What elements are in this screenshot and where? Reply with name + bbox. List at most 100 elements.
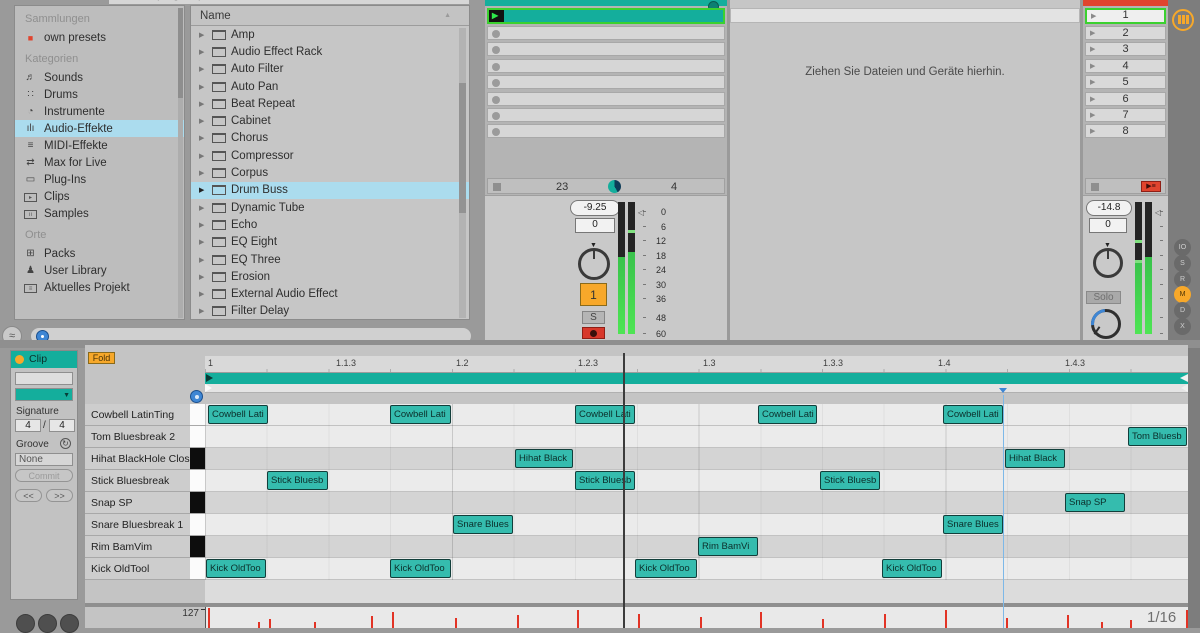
expand-triangle-icon[interactable]: ▶	[199, 118, 205, 126]
device-row[interactable]: ▶ Compressor	[191, 147, 469, 164]
end-marker-icon[interactable]	[1181, 384, 1188, 392]
groove-value-field[interactable]: None	[15, 453, 73, 466]
expand-triangle-icon[interactable]: ▶	[199, 135, 205, 143]
solo-button[interactable]: S	[582, 311, 605, 324]
velocity-stem[interactable]	[314, 622, 316, 628]
scene-play-icon[interactable]: ▶	[1090, 112, 1096, 119]
grid-row[interactable]	[205, 404, 1188, 426]
master-pan-knob[interactable]: ▼	[1093, 242, 1123, 278]
sidebar-item-packs[interactable]: ⊞ Packs	[15, 245, 184, 262]
midi-note[interactable]: Hihat Black	[1005, 449, 1065, 468]
midi-note[interactable]: Tom Bluesb	[1128, 427, 1187, 446]
velocity-stem[interactable]	[945, 610, 947, 628]
sidebar-item-user-library[interactable]: ♟ User Library	[15, 262, 184, 279]
midi-note[interactable]: Hihat Black	[515, 449, 573, 468]
midi-note[interactable]: Cowbell Lati	[943, 405, 1003, 424]
toggle-x[interactable]: X	[1174, 318, 1191, 335]
expand-triangle-icon[interactable]: ▶	[199, 48, 205, 56]
drum-row-label[interactable]: Cowbell LatinTing	[85, 404, 190, 426]
midi-note[interactable]: Snap SP	[1065, 493, 1125, 512]
drum-row-label[interactable]: Rim BamVim	[85, 536, 190, 558]
note-tab-circle[interactable]	[60, 614, 79, 633]
sidebar-item-own-presets[interactable]: ■ own presets	[15, 29, 184, 46]
key-cell[interactable]	[190, 470, 205, 492]
signature-numerator[interactable]: 4	[15, 419, 41, 432]
expand-triangle-icon[interactable]: ▶	[199, 100, 205, 108]
toggle-m[interactable]: M	[1174, 286, 1191, 304]
scene-4[interactable]: ▶ 4	[1085, 58, 1166, 73]
device-list-header[interactable]: Name ▲	[191, 6, 469, 26]
expand-triangle-icon[interactable]: ▶	[199, 83, 205, 91]
velocity-stem[interactable]	[700, 617, 702, 628]
scene-play-icon[interactable]: ▶	[1090, 128, 1096, 136]
expand-triangle-icon[interactable]: ▶	[199, 291, 205, 299]
velocity-stem[interactable]	[392, 612, 394, 628]
empty-clip-slot[interactable]	[487, 75, 725, 90]
device-row[interactable]: ▶ Amp	[191, 26, 469, 43]
drum-row-label[interactable]: Kick OldTool	[85, 558, 190, 580]
marker-row[interactable]	[205, 384, 1188, 393]
toggle-r[interactable]: R	[1174, 270, 1191, 288]
browser-search-input[interactable]: Suchen (Strg + F)	[108, 0, 470, 5]
cue-volume-knob[interactable]	[1084, 302, 1127, 345]
velocity-stem[interactable]	[517, 615, 519, 628]
empty-clip-slot[interactable]	[487, 108, 725, 122]
drum-row-label[interactable]: Snare Bluesbreak 1	[85, 514, 190, 536]
track-title-bar[interactable]	[485, 0, 727, 12]
device-row[interactable]: ▶ Corpus	[191, 164, 469, 181]
velocity-stem[interactable]	[455, 618, 457, 628]
arm-record-button[interactable]	[582, 327, 605, 339]
key-cell[interactable]	[190, 558, 205, 580]
velocity-stem[interactable]	[208, 608, 210, 628]
device-row[interactable]: ▶ Audio Effect Rack	[191, 43, 469, 60]
velocity-stem[interactable]	[258, 622, 260, 628]
browser-scrollbar[interactable]	[178, 8, 183, 318]
grid-row[interactable]	[205, 492, 1188, 514]
start-marker-icon[interactable]	[205, 384, 212, 392]
scene-play-icon[interactable]: ▶	[1090, 46, 1096, 54]
velocity-divider[interactable]	[85, 603, 1188, 607]
pan-field[interactable]: 0	[575, 218, 615, 233]
midi-note[interactable]: Cowbell Lati	[758, 405, 817, 424]
expand-triangle-icon[interactable]: ▶	[199, 170, 205, 178]
midi-note[interactable]: Snare Blues	[453, 515, 513, 534]
scene-2[interactable]: ▶ 2	[1085, 26, 1166, 40]
info-blue-icon[interactable]	[36, 330, 49, 343]
commit-button[interactable]: Commit	[15, 469, 73, 482]
scene-3[interactable]: ▶ 3	[1085, 42, 1166, 57]
clip-name-field[interactable]	[15, 372, 73, 385]
track-drop-area[interactable]: Ziehen Sie Dateien und Geräte hierhin.	[730, 0, 1080, 340]
velocity-stem[interactable]	[269, 619, 271, 628]
scene-6[interactable]: ▶ 6	[1085, 91, 1166, 106]
sidebar-item-plug-ins[interactable]: ▭ Plug-Ins	[15, 171, 184, 188]
toggle-d[interactable]: D	[1174, 302, 1191, 320]
slot-stop-icon[interactable]	[492, 79, 500, 88]
device-row[interactable]: ▶ Erosion	[191, 268, 469, 285]
loop-end-icon[interactable]	[1180, 374, 1188, 382]
midi-note[interactable]: Rim BamVi	[698, 537, 758, 556]
midi-note[interactable]: Snare Blues	[943, 515, 1003, 534]
grid-row[interactable]	[205, 536, 1188, 558]
velocity-stem[interactable]	[1006, 618, 1008, 628]
empty-clip-slot[interactable]	[487, 26, 725, 40]
velocity-stem[interactable]	[822, 619, 824, 628]
device-row[interactable]: ▶ EQ Three	[191, 251, 469, 268]
velocity-stem[interactable]	[1186, 610, 1188, 628]
key-cell[interactable]	[190, 514, 205, 536]
loop-bar[interactable]	[205, 373, 1188, 384]
device-row[interactable]: ▶ Cabinet	[191, 112, 469, 129]
midi-note[interactable]: Kick OldToo	[635, 559, 697, 578]
slot-stop-icon[interactable]	[492, 128, 500, 137]
hot-swap-icon[interactable]	[190, 390, 203, 403]
velocity-stem[interactable]	[638, 614, 640, 628]
clip-color-dropdown[interactable]: ▼	[15, 388, 73, 401]
empty-clip-slot[interactable]	[487, 124, 725, 139]
midi-note[interactable]: Stick Bluesb	[820, 471, 880, 490]
playing-clip-slot[interactable]: ▶	[487, 8, 725, 24]
empty-clip-slot[interactable]	[487, 58, 725, 73]
device-row[interactable]: ▶ EQ Eight	[191, 234, 469, 251]
velocity-stem[interactable]	[1130, 620, 1132, 628]
grid-row[interactable]	[205, 514, 1188, 536]
velocity-stem[interactable]	[760, 612, 762, 628]
sidebar-item-clips[interactable]: ▸ Clips	[15, 188, 184, 205]
